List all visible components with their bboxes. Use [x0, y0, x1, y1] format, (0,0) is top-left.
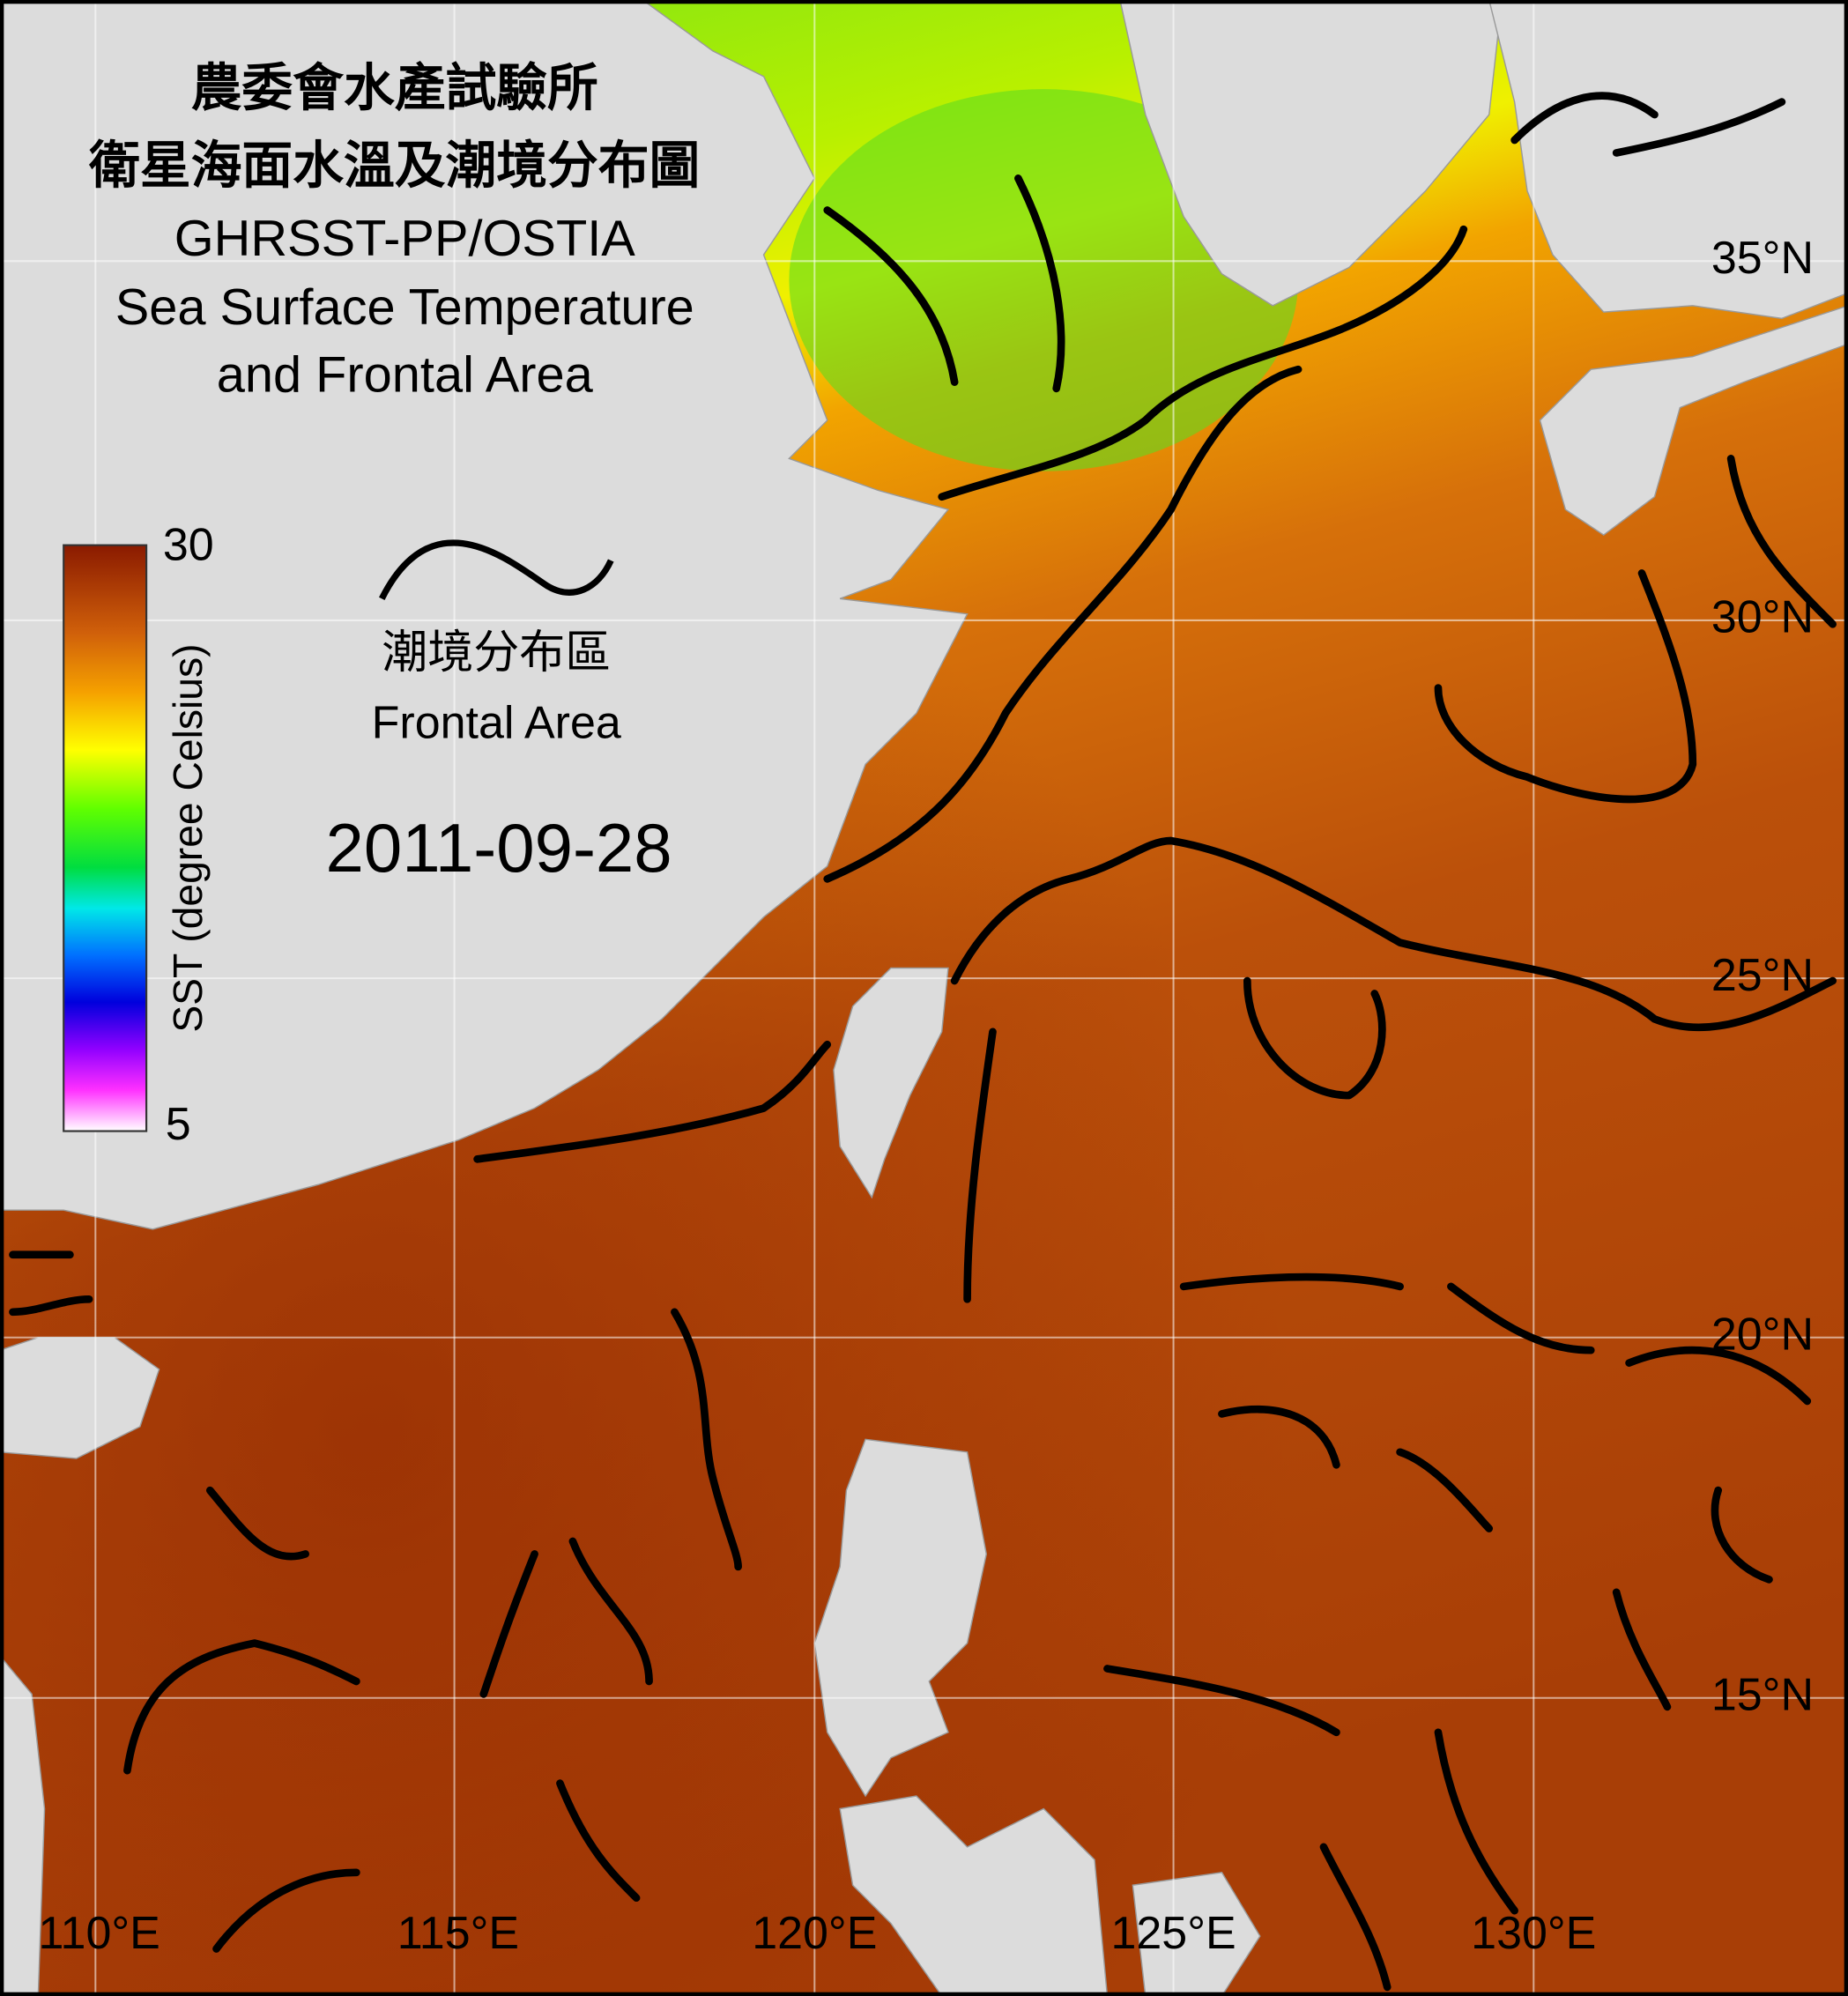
land-china [0, 0, 969, 1230]
colorbar-min: 5 [166, 1099, 191, 1150]
land-mindanao [1132, 1872, 1261, 1996]
land-japan [1539, 305, 1848, 536]
front [1510, 92, 1786, 157]
front [205, 1486, 309, 1561]
land-luzon [813, 1438, 988, 1798]
front [473, 1040, 832, 1163]
lat-label: 20°N [1711, 1309, 1814, 1360]
front [938, 225, 1468, 501]
front [1434, 569, 1697, 804]
front [212, 1779, 641, 1953]
colorbar-max: 30 [163, 519, 214, 570]
front [1103, 1665, 1518, 1915]
lat-labels: 35°N 30°N 25°N 20°N 15°N [1711, 233, 1814, 1720]
lat-label: 25°N [1711, 950, 1814, 1001]
front [1179, 1273, 1595, 1354]
legend-en: Frontal Area [372, 698, 621, 749]
front [823, 206, 959, 386]
front [1625, 1346, 1812, 1406]
front [1218, 1405, 1494, 1532]
front [123, 1639, 360, 1775]
lat-label: 15°N [1711, 1669, 1814, 1720]
front [1612, 1486, 1773, 1711]
front [9, 1250, 93, 1317]
land-indochina [0, 1654, 46, 1996]
lat-label: 35°N [1711, 233, 1814, 284]
legend-zh: 潮境分布區 [382, 627, 611, 679]
front [479, 1537, 653, 1698]
fronts [9, 92, 1837, 1992]
lon-label: 130°E [1471, 1908, 1596, 1959]
colorbar-label: SST (degree Celsius) [165, 644, 211, 1033]
lat-label: 30°N [1711, 592, 1814, 643]
land-taiwan [833, 967, 949, 1199]
lon-labels: 110°E 115°E 120°E 125°E 130°E [38, 1908, 1596, 1959]
front [963, 1028, 997, 1303]
title-en-1: GHRSST-PP/OSTIA [174, 211, 636, 267]
title-zh-1: 農委會水產試驗所 [191, 60, 598, 116]
legend-front-symbol [379, 539, 614, 600]
title-block: 農委會水產試驗所 衛星海面水溫及潮境分布圖 GHRSST-PP/OSTIA Se… [88, 60, 700, 403]
land-visayas [839, 1795, 1109, 1996]
title-en-2: Sea Surface Temperature [115, 279, 694, 336]
lon-label: 110°E [38, 1908, 160, 1959]
lon-label: 115°E [397, 1908, 519, 1959]
date: 2011-09-28 [326, 809, 672, 887]
front [1243, 976, 1386, 1100]
lon-label: 120°E [752, 1908, 877, 1959]
front [1014, 174, 1065, 393]
front [1726, 455, 1837, 628]
title-zh-2: 衛星海面水溫及潮境分布圖 [88, 137, 700, 194]
front [671, 1308, 742, 1571]
lon-label: 125°E [1110, 1908, 1236, 1959]
front [823, 365, 1303, 883]
front [1319, 1843, 1392, 1992]
land-korea [1488, 0, 1848, 320]
title-en-3: and Frontal Area [217, 347, 594, 404]
front [950, 836, 1837, 1032]
land-north [1119, 0, 1503, 307]
cool-water [789, 89, 1299, 471]
colorbar [63, 544, 148, 1132]
